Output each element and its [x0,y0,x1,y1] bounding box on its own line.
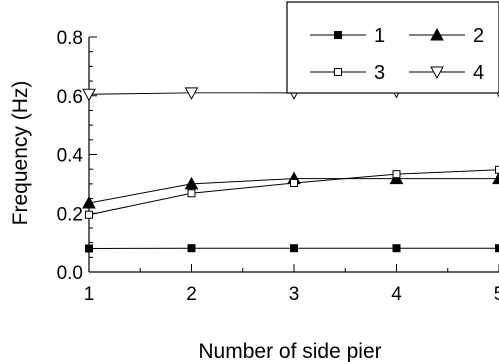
series-1 [85,244,499,253]
data-point [392,170,401,179]
y-tick-label: 0.6 [57,87,83,108]
data-point [82,195,96,209]
data-point [495,244,499,253]
legend-marker [430,27,444,41]
x-tick-label: 4 [391,284,402,305]
y-tick-label: 0.4 [57,146,84,167]
data-point [85,244,93,253]
x-tick-label: 3 [289,284,300,305]
data-point [392,244,401,253]
legend-box [286,1,499,94]
x-axis-label: Number of side pier [198,340,381,362]
x-tick-label: 2 [186,284,197,305]
legend-marker [430,66,444,80]
series-3 [85,165,499,219]
data-point [492,171,499,185]
data-point [184,87,199,100]
x-tick-label: 1 [84,284,95,305]
data-point [82,88,96,102]
data-point [184,176,199,190]
data-point [187,189,196,198]
y-tick-label: 0.2 [57,204,83,225]
legend-label: 3 [374,62,385,84]
data-point [85,210,93,219]
series-layer [82,85,499,253]
data-point [187,244,196,253]
y-tick-label: 0.8 [57,28,83,49]
data-point [495,165,499,174]
data-point [290,178,298,187]
data-point [290,244,298,253]
legend-marker [334,31,342,39]
legend: 1 2 3 4 [286,1,499,94]
legend-label: 1 [374,25,385,47]
axes: 0.0 0.2 0.4 0.6 0.8 1 2 3 4 5 [57,28,499,305]
legend-label: 2 [473,25,484,47]
x-tick-label: 5 [494,284,499,305]
y-tick-label: 0.0 [57,263,83,284]
legend-marker [334,68,342,76]
legend-label: 4 [473,62,484,84]
y-axis-label: Frequency (Hz) [9,81,32,226]
